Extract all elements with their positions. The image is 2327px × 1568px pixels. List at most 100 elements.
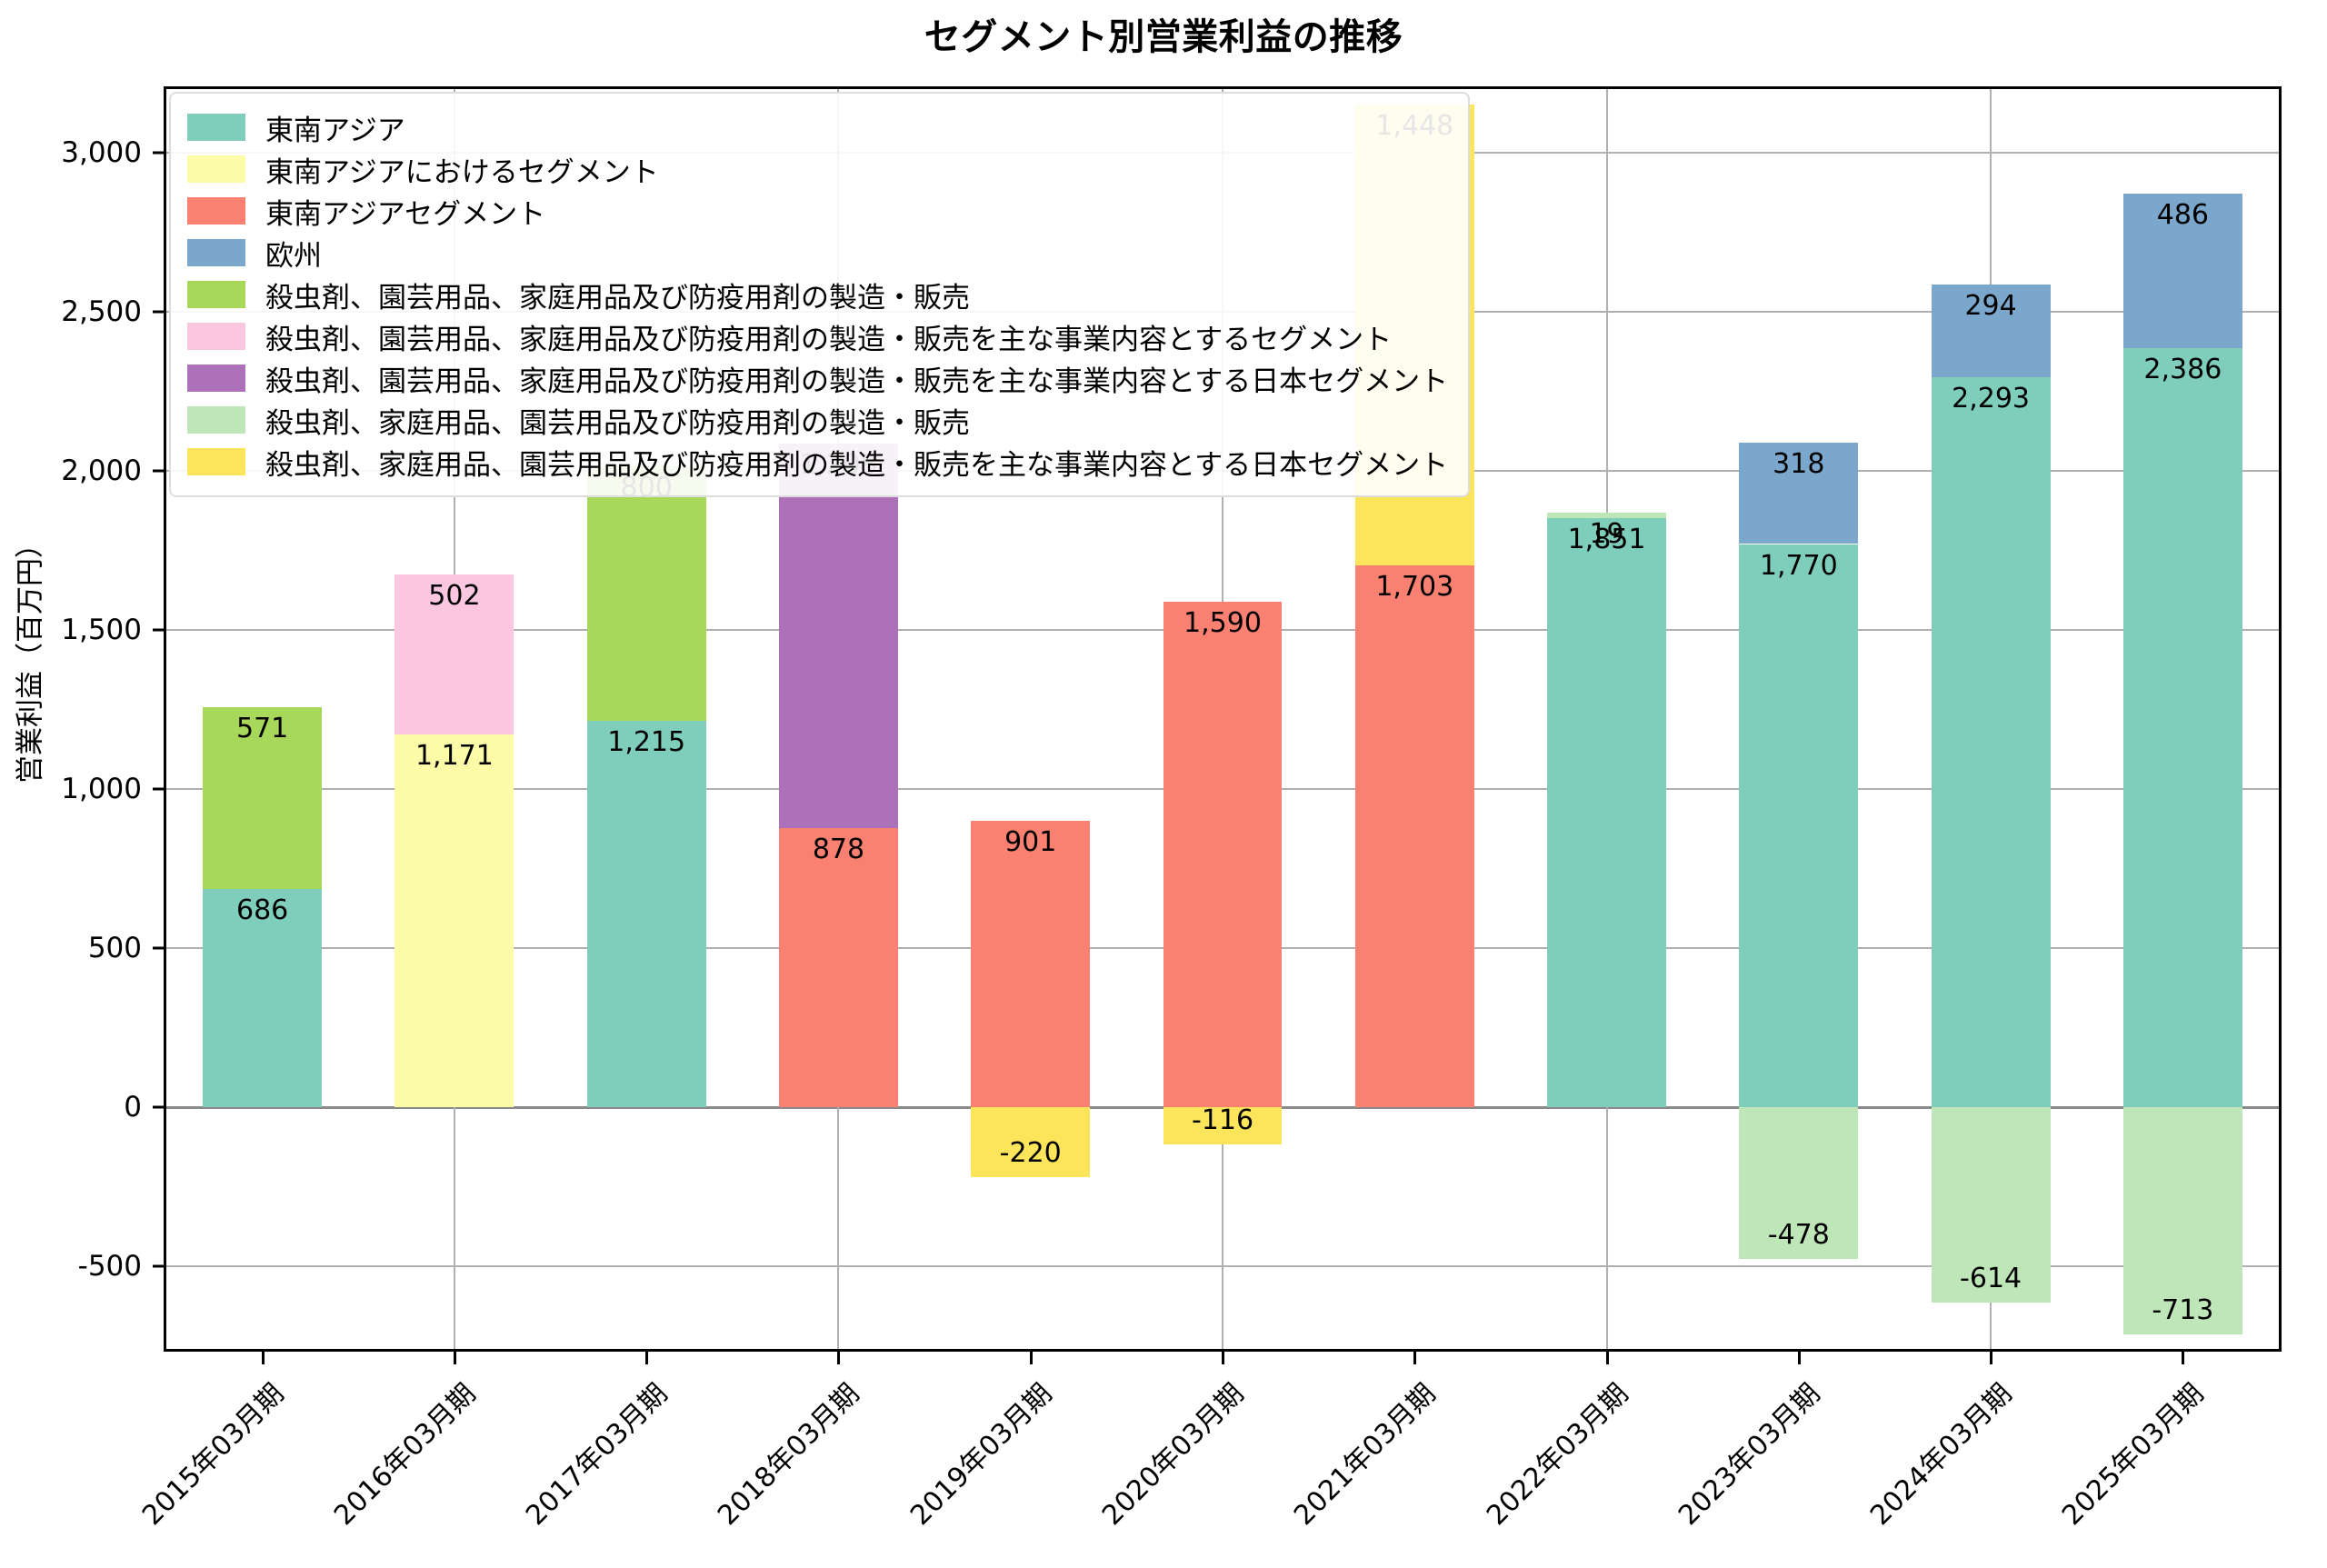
x-tick-label: 2019年03月期: [904, 1377, 1059, 1533]
bar-segment: [2122, 347, 2242, 1107]
legend-item[interactable]: 欧州: [187, 232, 1448, 274]
bar-value-label: 1,703: [1375, 570, 1454, 603]
bar-segment: [971, 820, 1091, 1107]
bar-value-label: -116: [1191, 1104, 1254, 1136]
legend-label: 欧州: [265, 239, 322, 273]
bar-value-label: -713: [2152, 1293, 2214, 1326]
bar-segment: [778, 443, 898, 828]
x-tick-mark: [1797, 1352, 1801, 1364]
legend-item[interactable]: 殺虫剤、園芸用品、家庭用品及び防疫用剤の製造・販売を主な事業内容とする日本セグメ…: [187, 357, 1448, 399]
bar-value-label: 1,171: [414, 740, 494, 773]
bar-value-label: 2,293: [1952, 383, 2031, 415]
legend-label: 東南アジアにおけるセグメント: [265, 155, 659, 189]
legend-label: 殺虫剤、園芸用品、家庭用品及び防疫用剤の製造・販売を主な事業内容とする日本セグメ…: [265, 365, 1449, 398]
x-tick-label: 2016年03月期: [327, 1377, 483, 1533]
x-tick-mark: [645, 1352, 649, 1364]
bar-value-label: 502: [428, 580, 481, 613]
bar-value-label: 486: [2156, 198, 2209, 231]
bar-value-label: -478: [1767, 1219, 1830, 1252]
bar-segment: [1547, 518, 1667, 1107]
legend-swatch-icon: [187, 406, 245, 434]
bar-value-label: 878: [812, 833, 865, 865]
x-tick-mark: [837, 1352, 841, 1364]
plot-area: 6865711,1715021,2158008781,208901-2201,5…: [164, 86, 2282, 1352]
y-tick-mark: [153, 1105, 165, 1109]
legend-label: 殺虫剤、家庭用品、園芸用品及び防疫用剤の製造・販売を主な事業内容とする日本セグメ…: [265, 448, 1449, 482]
legend-swatch-icon: [187, 114, 245, 141]
legend-swatch-icon: [187, 155, 245, 183]
legend-swatch-icon: [187, 197, 245, 225]
bar-segment: [394, 734, 514, 1107]
x-tick-label: 2023年03月期: [1672, 1377, 1827, 1533]
legend-label: 殺虫剤、家庭用品、園芸用品及び防疫用剤の製造・販売: [265, 406, 970, 440]
bar-value-label: 2,386: [2143, 353, 2222, 385]
bar-value-label: 1,851: [1567, 524, 1646, 556]
bar-segment: [1739, 1107, 1859, 1260]
x-tick-mark: [1605, 1352, 1609, 1364]
y-tick-mark: [153, 787, 165, 791]
legend: 東南アジア東南アジアにおけるセグメント 東南アジアセグメント 欧州殺虫剤、園芸用品、…: [169, 92, 1471, 497]
bar-segment: [1931, 1107, 2051, 1303]
legend-item[interactable]: 殺虫剤、園芸用品、家庭用品及び防疫用剤の製造・販売: [187, 274, 1448, 315]
plot-inner: 6865711,1715021,2158008781,208901-2201,5…: [166, 89, 2279, 1349]
bar-segment: [1739, 544, 1859, 1107]
bar-segment: [203, 707, 323, 889]
x-tick-mark: [2182, 1352, 2185, 1364]
bar-segment: [203, 888, 323, 1107]
bar-segment: [1547, 512, 1667, 519]
x-tick-mark: [1222, 1352, 1224, 1364]
y-tick-label: 0: [124, 1091, 142, 1124]
y-tick-label: 2,000: [61, 454, 142, 487]
bar-segment: [1163, 1107, 1283, 1144]
bar-value-label: 571: [235, 713, 289, 745]
x-tick-mark: [453, 1352, 456, 1364]
bar-segment: [586, 465, 706, 721]
y-tick-mark: [153, 151, 165, 155]
legend-label: 殺虫剤、園芸用品、家庭用品及び防疫用剤の製造・販売: [265, 281, 970, 315]
legend-item[interactable]: 東南アジア: [187, 106, 1448, 148]
bar-segment: [1163, 601, 1283, 1107]
legend-label: 東南アジアセグメント: [265, 197, 546, 231]
y-tick-mark: [153, 628, 165, 632]
legend-swatch-icon: [187, 365, 245, 392]
y-tick-mark: [153, 1264, 165, 1268]
bar-segment: [1931, 377, 2051, 1107]
x-tick-label: 2020年03月期: [1096, 1377, 1251, 1533]
bar-value-label: 1,590: [1183, 606, 1262, 639]
bar-value-label: 318: [1773, 448, 1825, 481]
y-tick-mark: [153, 469, 165, 473]
x-tick-label: 2018年03月期: [712, 1377, 866, 1533]
legend-item[interactable]: 東南アジアセグメント: [187, 190, 1448, 232]
bar-segment: [1354, 564, 1474, 1107]
bar-value-label: 1,770: [1759, 549, 1838, 582]
bar-segment: [586, 720, 706, 1107]
legend-swatch-icon: [187, 448, 245, 475]
x-tick-label: 2017年03月期: [520, 1377, 674, 1533]
x-tick-label: 2022年03月期: [1480, 1377, 1634, 1533]
legend-label: 殺虫剤、園芸用品、家庭用品及び防疫用剤の製造・販売を主な事業内容とするセグメント: [265, 323, 1393, 356]
x-tick-label: 2021年03月期: [1288, 1377, 1443, 1533]
legend-swatch-icon: [187, 323, 245, 350]
bar-segment: [1931, 284, 2051, 378]
bar-segment: [394, 574, 514, 735]
legend-item[interactable]: 殺虫剤、園芸用品、家庭用品及び防疫用剤の製造・販売を主な事業内容とするセグメント: [187, 315, 1448, 357]
page-title: セグメント別営業利益の推移: [924, 16, 1403, 58]
legend-swatch-icon: [187, 239, 245, 266]
bar-value-label: 901: [1004, 825, 1057, 858]
legend-swatch-icon: [187, 281, 245, 308]
bar-segment: [2122, 193, 2242, 348]
y-tick-label: -500: [77, 1250, 142, 1283]
legend-item[interactable]: 殺虫剤、家庭用品、園芸用品及び防疫用剤の製造・販売を主な事業内容とする日本セグメ…: [187, 441, 1448, 483]
x-tick-label: 2024年03月期: [1864, 1377, 2019, 1533]
bar-value-label: -220: [999, 1137, 1062, 1169]
y-tick-label: 3,000: [61, 136, 142, 169]
bar-value-label: 686: [235, 894, 289, 926]
legend-item[interactable]: 殺虫剤、家庭用品、園芸用品及び防疫用剤の製造・販売: [187, 399, 1448, 441]
x-tick-mark: [1990, 1352, 1993, 1364]
bar-segment: [971, 1107, 1091, 1177]
legend-item[interactable]: 東南アジアにおけるセグメント: [187, 148, 1448, 190]
bar-segment: [1739, 443, 1859, 544]
y-tick-label: 1,000: [61, 773, 142, 805]
bar-value-label: 19: [1589, 517, 1624, 550]
x-tick-label: 2025年03月期: [2056, 1377, 2211, 1533]
